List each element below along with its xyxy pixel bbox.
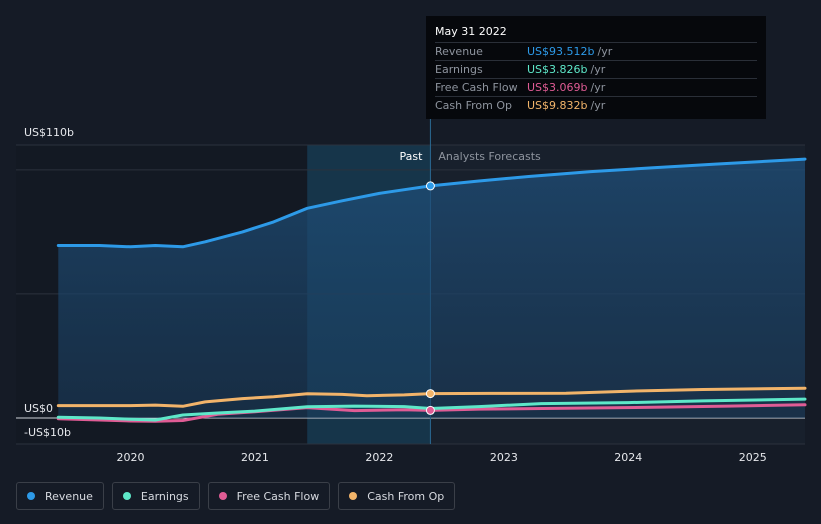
tooltip-row: Cash From Op US$9.832b/yr xyxy=(435,96,757,114)
tooltip: May 31 2022 Revenue US$93.512b/yr Earnings… xyxy=(426,16,766,119)
tooltip-row: Free Cash Flow US$3.069b/yr xyxy=(435,78,757,96)
x-tick-label: 2024 xyxy=(614,451,642,464)
legend-dot-icon xyxy=(27,492,35,500)
series-line-revenue xyxy=(56,157,807,249)
tooltip-row: Revenue US$93.512b/yr xyxy=(435,42,757,60)
past-label: Past xyxy=(399,150,423,163)
y-tick-label: -US$10b xyxy=(24,426,71,439)
legend-dot-icon xyxy=(349,492,358,500)
legend-dot-icon xyxy=(218,492,227,500)
legend-item-revenue[interactable]: Revenue xyxy=(16,482,104,510)
tooltip-unit: /yr xyxy=(590,81,606,94)
tooltip-value: US$9.832b xyxy=(527,99,588,112)
legend-label: Earnings xyxy=(140,489,189,503)
tooltip-unit: /yr xyxy=(590,99,606,112)
legend-item-cash-from-op[interactable]: Cash From Op xyxy=(338,482,456,510)
tooltip-label: Revenue xyxy=(435,45,483,58)
x-tick-label: 2025 xyxy=(739,451,767,464)
tooltip-value: US$3.826b xyxy=(527,63,588,76)
tooltip-label: Earnings xyxy=(435,63,483,76)
forecast-label: Analysts Forecasts xyxy=(438,150,541,163)
marker-cash-from-op xyxy=(425,389,435,399)
tooltip-value: US$3.069b xyxy=(527,81,588,94)
tooltip-date: May 31 2022 xyxy=(435,25,507,38)
legend: Revenue Earnings Free Cash Flow Cash From O… xyxy=(16,482,456,510)
y-tick-label: US$110b xyxy=(24,126,74,139)
series-line-cash-from-op xyxy=(56,386,807,408)
tooltip-label: Free Cash Flow xyxy=(435,81,518,94)
x-tick-label: 2023 xyxy=(490,451,518,464)
x-tick-label: 2020 xyxy=(116,451,144,464)
tooltip-unit: /yr xyxy=(597,45,613,58)
x-tick-label: 2021 xyxy=(241,451,269,464)
legend-label: Cash From Op xyxy=(367,489,445,503)
tooltip-value: US$93.512b xyxy=(527,45,595,58)
tooltip-unit: /yr xyxy=(590,63,606,76)
revenue-area xyxy=(58,159,806,418)
legend-label: Revenue xyxy=(45,489,93,503)
y-tick-label: US$0 xyxy=(24,402,53,415)
legend-item-free-cash-flow[interactable]: Free Cash Flow xyxy=(207,482,331,510)
legend-dot-icon xyxy=(122,492,131,500)
marker-revenue xyxy=(425,181,435,191)
series-line-earnings xyxy=(56,397,807,422)
tooltip-label: Cash From Op xyxy=(435,99,513,112)
legend-item-earnings[interactable]: Earnings xyxy=(111,482,200,510)
legend-label: Free Cash Flow xyxy=(236,489,320,503)
x-tick-label: 2022 xyxy=(365,451,393,464)
marker-free-cash-flow xyxy=(425,405,435,415)
tooltip-row: Earnings US$3.826b/yr xyxy=(435,60,757,78)
